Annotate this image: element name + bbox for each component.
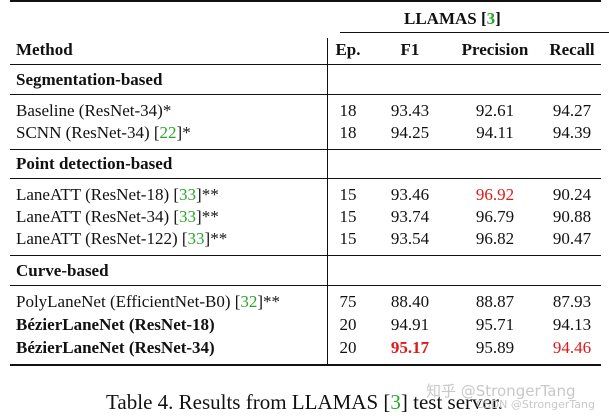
col-precision-header: Precision <box>461 40 529 59</box>
f1-cell: 94.91 <box>390 315 430 334</box>
section-rule <box>10 149 601 150</box>
col-method-header: Method <box>16 40 73 59</box>
col-recall-header: Recall <box>549 40 595 59</box>
table-row: BézierLaneNet (ResNet-34) 20 95.17 95.89… <box>10 336 601 360</box>
recall-cell: 94.13 <box>552 315 592 334</box>
section-rule <box>10 285 601 286</box>
section-rule <box>10 255 601 256</box>
section-rule <box>10 94 601 95</box>
ep-cell: 15 <box>339 185 357 204</box>
method-cell: BézierLaneNet (ResNet-18) <box>16 315 215 334</box>
recall-cell: 90.88 <box>552 207 592 226</box>
method-cell: LaneATT (ResNet-34) [33]** <box>16 207 219 226</box>
ep-cell: 20 <box>339 315 357 334</box>
watermark: 知乎 @StrongerTang <box>426 382 576 400</box>
group-header-row: LLAMAS [3] <box>10 7 601 31</box>
recall-cell: 94.27 <box>552 101 592 120</box>
column-header-row: Method Ep. F1 Precision Recall <box>10 38 601 62</box>
f1-cell: 93.74 <box>390 207 430 226</box>
f1-cell: 93.46 <box>390 185 430 204</box>
header-rule <box>10 64 601 65</box>
ep-cell: 18 <box>339 101 357 120</box>
precision-cell: 95.89 <box>475 338 515 357</box>
group-header-rule <box>340 32 609 33</box>
precision-cell: 96.82 <box>475 229 515 248</box>
section-rule <box>10 178 601 179</box>
section-header: Point detection-based <box>10 152 601 176</box>
table-row: Baseline (ResNet-34)* 18 93.43 92.61 94.… <box>10 99 601 123</box>
ep-cell: 18 <box>339 123 357 142</box>
group-header: LLAMAS [3] <box>404 9 501 28</box>
citation-link[interactable]: 33 <box>179 185 197 204</box>
ep-cell: 15 <box>339 229 357 248</box>
caption-citation-link[interactable]: 3 <box>390 390 401 414</box>
section-title: Point detection-based <box>16 154 173 173</box>
precision-cell: 88.87 <box>475 292 515 311</box>
method-cell: BézierLaneNet (ResNet-34) <box>16 338 215 357</box>
method-cell: Baseline (ResNet-34)* <box>16 101 172 120</box>
section-header: Segmentation-based <box>10 68 601 92</box>
ep-cell: 75 <box>339 292 357 311</box>
table-row: LaneATT (ResNet-34) [33]** 15 93.74 96.7… <box>10 205 601 229</box>
f1-cell: 94.25 <box>390 123 430 142</box>
col-f1-header: F1 <box>400 40 420 59</box>
citation-link[interactable]: 33 <box>187 229 205 248</box>
recall-cell: 90.47 <box>552 229 592 248</box>
method-cell: LaneATT (ResNet-18) [33]** <box>16 185 219 204</box>
section-title: Curve-based <box>16 261 109 280</box>
precision-cell: 96.79 <box>475 207 515 226</box>
watermark-sub: CSDN @StrongerTang <box>476 398 596 411</box>
method-cell: PolyLaneNet (EfficientNet-B0) [32]** <box>16 292 281 311</box>
citation-link[interactable]: 22 <box>159 123 177 142</box>
f1-cell: 93.43 <box>390 101 430 120</box>
recall-cell: 94.39 <box>552 123 592 142</box>
top-rule <box>10 0 601 2</box>
citation-link[interactable]: 32 <box>240 292 258 311</box>
precision-cell: 95.71 <box>475 315 515 334</box>
col-ep-header: Ep. <box>335 40 361 59</box>
section-header: Curve-based <box>10 259 601 283</box>
table-row: LaneATT (ResNet-122) [33]** 15 93.54 96.… <box>10 227 601 251</box>
citation-link[interactable]: 33 <box>179 207 197 226</box>
table-caption: Table 4. Results from LLAMAS [3] test se… <box>106 390 503 414</box>
f1-cell-best: 95.17 <box>390 338 430 357</box>
ep-cell: 20 <box>339 338 357 357</box>
f1-cell: 93.54 <box>390 229 430 248</box>
method-cell: SCNN (ResNet-34) [22]* <box>16 123 191 142</box>
table-row: BézierLaneNet (ResNet-18) 20 94.91 95.71… <box>10 313 601 337</box>
table-row: PolyLaneNet (EfficientNet-B0) [32]** 75 … <box>10 290 601 314</box>
precision-cell: 94.11 <box>476 123 514 142</box>
section-title: Segmentation-based <box>16 70 163 89</box>
group-header-ref[interactable]: 3 <box>486 9 496 28</box>
precision-cell: 92.61 <box>475 101 515 120</box>
bottom-rule <box>10 364 601 366</box>
ep-cell: 15 <box>339 207 357 226</box>
recall-cell-best: 94.46 <box>552 338 592 357</box>
recall-cell: 90.24 <box>552 185 592 204</box>
recall-cell: 87.93 <box>552 292 592 311</box>
table-row: LaneATT (ResNet-18) [33]** 15 93.46 96.9… <box>10 183 601 207</box>
method-cell: LaneATT (ResNet-122) [33]** <box>16 229 228 248</box>
table-row: SCNN (ResNet-34) [22]* 18 94.25 94.11 94… <box>10 121 601 145</box>
column-separator <box>327 38 328 365</box>
f1-cell: 88.40 <box>390 292 430 311</box>
precision-cell-best: 96.92 <box>475 185 515 204</box>
